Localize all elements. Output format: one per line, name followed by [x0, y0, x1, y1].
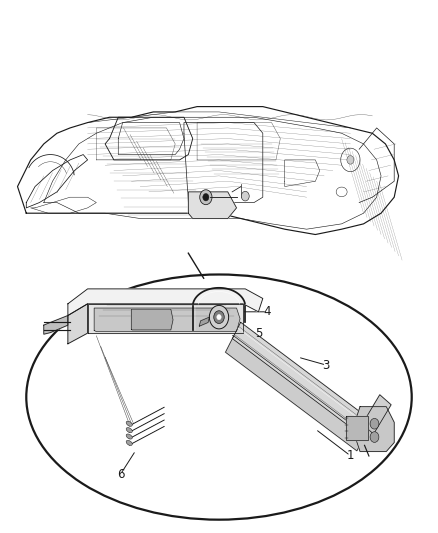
- Text: 5: 5: [255, 327, 262, 340]
- Polygon shape: [226, 336, 365, 451]
- Polygon shape: [355, 407, 394, 451]
- Circle shape: [200, 190, 212, 205]
- Circle shape: [370, 432, 379, 442]
- Circle shape: [370, 418, 379, 429]
- Polygon shape: [188, 192, 237, 219]
- Circle shape: [214, 311, 224, 324]
- Text: 4: 4: [263, 305, 271, 318]
- Polygon shape: [199, 317, 209, 326]
- Polygon shape: [362, 395, 391, 434]
- Polygon shape: [131, 309, 173, 330]
- Text: 6: 6: [117, 468, 124, 481]
- Polygon shape: [88, 304, 243, 333]
- Text: 3: 3: [323, 359, 330, 372]
- Polygon shape: [68, 289, 263, 316]
- Circle shape: [241, 191, 249, 201]
- Ellipse shape: [126, 421, 132, 426]
- Circle shape: [209, 305, 229, 329]
- Polygon shape: [44, 316, 68, 334]
- Circle shape: [347, 156, 354, 164]
- Polygon shape: [346, 416, 368, 440]
- Polygon shape: [233, 322, 372, 437]
- Text: 1: 1: [346, 449, 354, 462]
- Polygon shape: [94, 308, 240, 332]
- Ellipse shape: [126, 434, 132, 439]
- Polygon shape: [68, 304, 88, 344]
- Ellipse shape: [126, 427, 132, 433]
- Ellipse shape: [126, 440, 132, 446]
- Circle shape: [203, 193, 209, 201]
- Circle shape: [217, 314, 221, 320]
